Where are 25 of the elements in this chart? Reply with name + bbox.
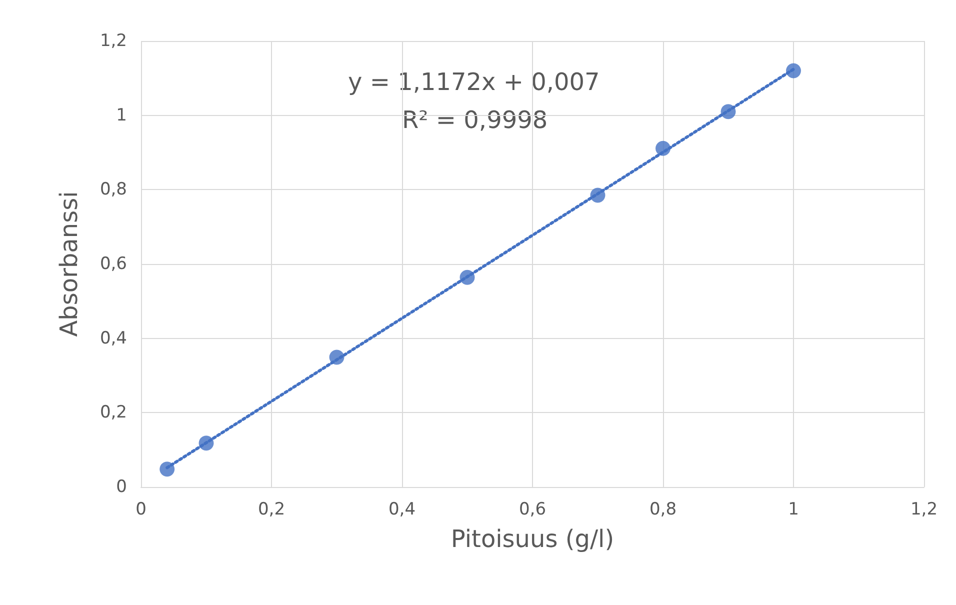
point [329, 350, 344, 365]
point [460, 270, 475, 285]
point [198, 436, 214, 451]
y-tick-label: 0 [116, 477, 127, 497]
x-tick-label: 0 [136, 500, 146, 520]
y-axis-title: Absorbanssi [55, 191, 83, 337]
y-tick-label: 0,4 [100, 328, 127, 348]
x-tick-label: 0,6 [518, 500, 546, 520]
x-tick-label: 1 [788, 500, 799, 520]
point [720, 104, 736, 120]
y-tick-label: 1,2 [100, 31, 127, 51]
x-tick-label: 0,8 [649, 500, 677, 520]
y-tick-label: 0,2 [100, 402, 127, 423]
annotation: y = 1,1172x + 0,007 [348, 68, 600, 96]
y-tick-label: 0,6 [100, 254, 127, 274]
y-tick-label: 0,8 [100, 180, 127, 200]
point [590, 188, 606, 203]
x-axis-title: Pitoisuus (g/l) [450, 525, 614, 553]
point [656, 140, 670, 156]
x-tick-label: 0,4 [388, 500, 416, 520]
x-tick-label: 0,2 [258, 500, 286, 520]
y-tick-label: 1 [116, 105, 127, 126]
x-tick-label: 1,2 [910, 500, 938, 520]
point [160, 462, 175, 477]
point [786, 63, 801, 78]
